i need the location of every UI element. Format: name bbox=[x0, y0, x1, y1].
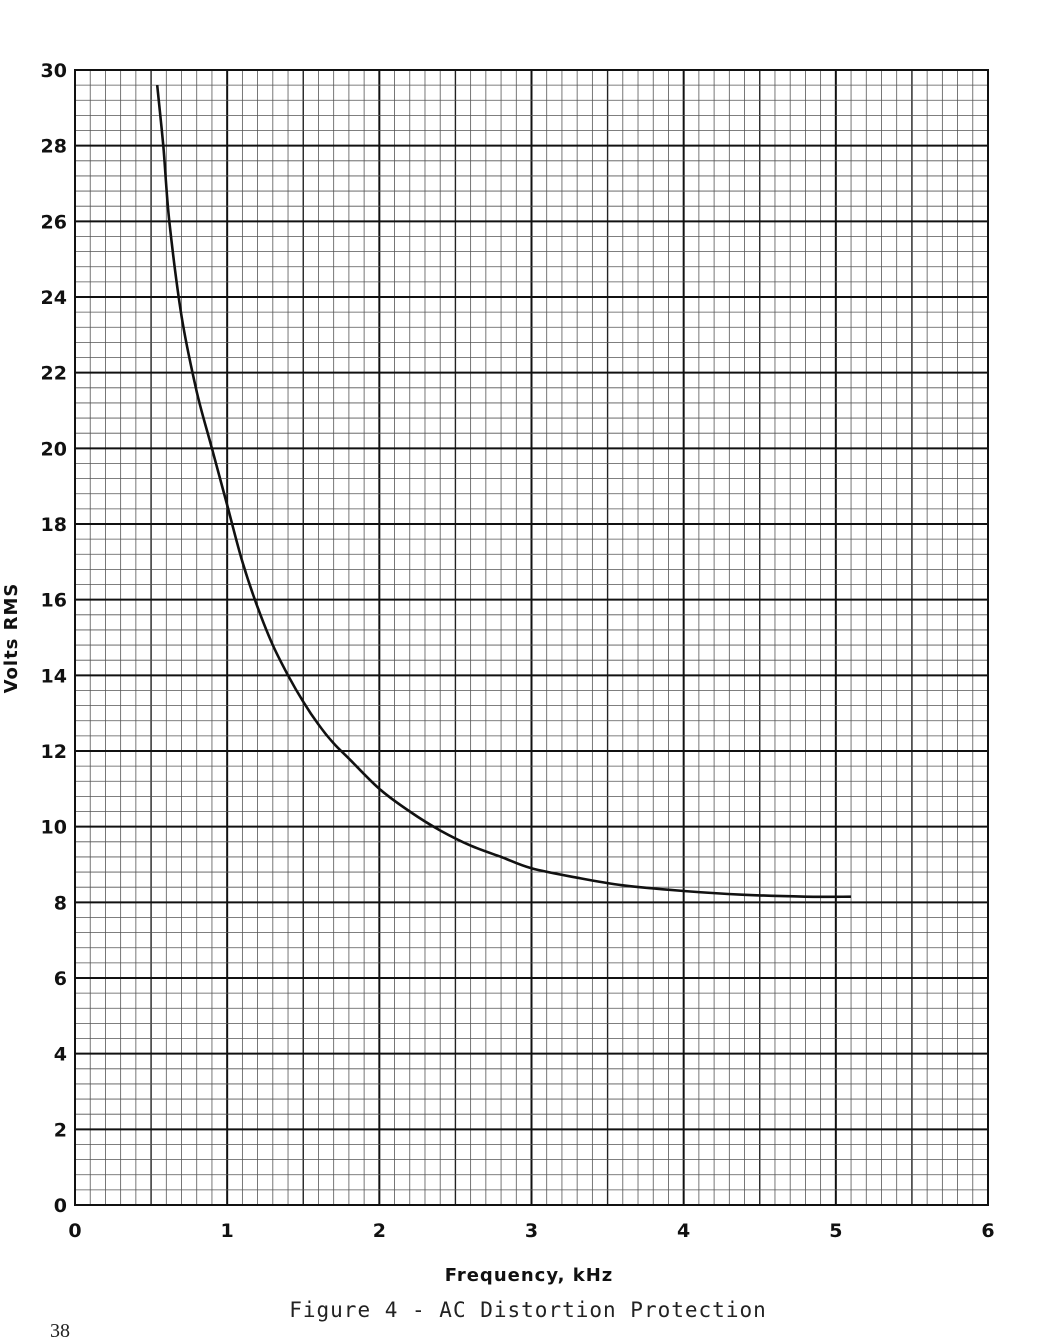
x-tick-label: 0 bbox=[68, 1220, 81, 1242]
figure-caption: Figure 4 - AC Distortion Protection bbox=[289, 1298, 767, 1322]
x-tick-label: 5 bbox=[829, 1220, 842, 1242]
plot-frame bbox=[74, 69, 989, 1206]
y-tick-label: 10 bbox=[41, 817, 67, 839]
y-tick-label: 12 bbox=[41, 741, 67, 763]
y-tick-label: 4 bbox=[54, 1044, 67, 1066]
x-tick-label: 6 bbox=[981, 1220, 994, 1242]
y-tick-label: 28 bbox=[41, 136, 67, 158]
y-axis-label: Volts RMS bbox=[1, 583, 22, 694]
y-tick-label: 26 bbox=[41, 211, 67, 233]
x-tick-label: 2 bbox=[373, 1220, 386, 1242]
x-tick-label: 3 bbox=[525, 1220, 538, 1242]
y-tick-label: 0 bbox=[54, 1195, 67, 1217]
y-tick-label: 30 bbox=[41, 60, 67, 82]
x-tick-labels: 0 1 2 3 4 5 6 bbox=[68, 1220, 994, 1242]
y-tick-label: 22 bbox=[41, 363, 67, 385]
y-tick-label: 20 bbox=[41, 438, 67, 460]
x-axis-label: Frequency, kHz bbox=[445, 1265, 614, 1286]
series-line bbox=[155, 84, 852, 899]
y-tick-label: 2 bbox=[54, 1119, 67, 1141]
y-tick-label: 14 bbox=[41, 665, 67, 687]
x-tick-label: 4 bbox=[677, 1220, 690, 1242]
y-tick-label: 24 bbox=[41, 287, 67, 309]
y-tick-label: 6 bbox=[54, 968, 67, 990]
y-tick-label: 8 bbox=[54, 892, 67, 914]
page-number: 38 bbox=[50, 1320, 70, 1342]
x-tick-label: 1 bbox=[221, 1220, 234, 1242]
y-tick-label: 16 bbox=[41, 590, 67, 612]
chart-grid bbox=[74, 69, 989, 1206]
y-tick-label: 18 bbox=[41, 514, 67, 536]
